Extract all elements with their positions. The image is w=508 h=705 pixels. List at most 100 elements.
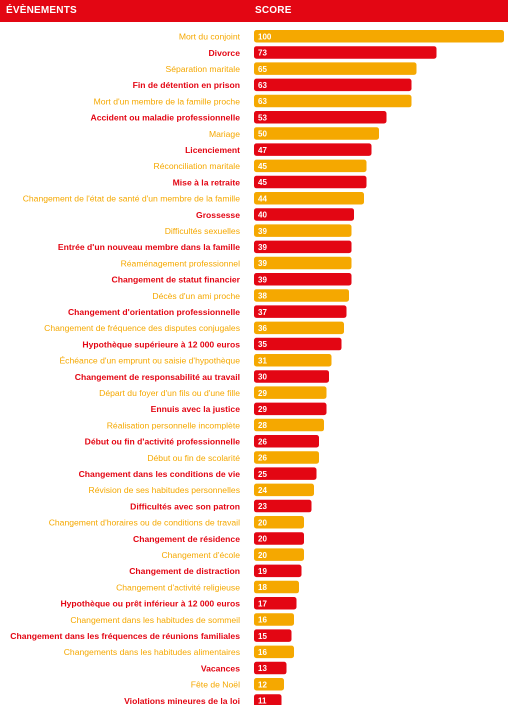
value-label: 24	[258, 486, 267, 495]
category-label: Violations mineures de la loi	[124, 696, 240, 705]
value-label: 20	[258, 551, 267, 560]
bar-row: Début ou fin d'activité professionnelle 2…	[85, 435, 319, 448]
value-label: 19	[258, 567, 267, 576]
value-label: 15	[258, 632, 267, 641]
value-label: 36	[258, 324, 267, 333]
category-label: Réalisation personnelle incomplète	[107, 420, 241, 430]
category-label: Réaménagement professionnel	[121, 258, 241, 268]
bar-row: Changement de distraction 19	[129, 564, 302, 578]
bar-row: Difficultés sexuelles 39	[165, 224, 352, 237]
category-label: Difficultés avec son patron	[130, 501, 240, 511]
value-label: 29	[258, 389, 267, 398]
value-label: 63	[258, 81, 267, 90]
bar-row: Fin de détention en prison 63	[133, 78, 412, 92]
value-label: 35	[258, 340, 267, 349]
events-column-header: ÉVÈNEMENTS	[6, 5, 77, 16]
category-label: Mariage	[209, 129, 240, 139]
bar-row: Échéance d'un emprunt ou saisie d'hypoth…	[59, 354, 332, 367]
bar	[254, 94, 412, 108]
value-label: 53	[258, 113, 267, 122]
bar	[254, 564, 302, 578]
bar	[254, 499, 312, 513]
bar-row: Changement de responsabilité au travail 3…	[75, 370, 329, 383]
bar	[254, 159, 367, 173]
bar	[254, 256, 352, 270]
value-label: 40	[258, 211, 267, 220]
bar-row: Réaménagement professionnel 39	[121, 256, 352, 270]
bar	[254, 613, 294, 626]
bar	[254, 30, 504, 43]
bar-row: Changement de résidence 20	[133, 532, 304, 545]
bar	[254, 46, 437, 59]
category-label: Grossesse	[196, 210, 240, 220]
bar-row: Changement d'activité religieuse 18	[116, 580, 299, 594]
bar	[254, 451, 319, 464]
bar	[254, 548, 304, 561]
bar	[254, 370, 329, 383]
category-label: Ennuis avec la justice	[151, 404, 241, 414]
bar	[254, 580, 299, 594]
value-label: 26	[258, 454, 267, 463]
category-label: Mise à la retraite	[173, 177, 241, 187]
value-label: 25	[258, 470, 267, 479]
category-label: Changement de responsabilité au travail	[75, 372, 240, 382]
bar-row: Décès d'un ami proche 38	[152, 289, 349, 302]
bar-row: Ennuis avec la justice 29	[151, 402, 327, 416]
bar-row: Difficultés avec son patron 23	[130, 499, 312, 513]
bar-row: Changement dans les habitudes de sommeil…	[70, 613, 294, 626]
category-label: Changement de fréquence des disputes con…	[44, 323, 240, 333]
category-label: Mort d'un membre de la famille proche	[94, 96, 241, 106]
value-label: 50	[258, 130, 267, 139]
bar-row: Révision de ses habitudes personnelles 24	[89, 483, 314, 497]
category-label: Départ du foyer d'un fils ou d'une fille	[99, 388, 240, 398]
value-label: 26	[258, 437, 267, 446]
category-label: Changement dans les habitudes de sommeil	[70, 615, 240, 625]
bar-row: Changements dans les habitudes alimentai…	[64, 645, 294, 659]
header-bar: ÉVÈNEMENTS SCORE	[0, 0, 508, 22]
bar	[254, 483, 314, 497]
bar	[254, 305, 347, 318]
bar-row: Mariage 50	[209, 127, 379, 140]
category-label: Changement d'activité religieuse	[116, 582, 240, 592]
category-label: Réconciliation maritale	[154, 161, 241, 171]
category-label: Difficultés sexuelles	[165, 226, 240, 236]
value-label: 28	[258, 421, 267, 430]
bar-row: Violations mineures de la loi 11	[124, 694, 282, 705]
value-label: 39	[258, 259, 267, 268]
bar	[254, 143, 372, 156]
value-label: 29	[258, 405, 267, 414]
bar	[254, 386, 327, 399]
bar	[254, 78, 412, 92]
category-label: Hypothèque ou prêt inférieur à 12 000 eu…	[60, 599, 240, 609]
value-label: 65	[258, 65, 267, 74]
category-label: Décès d'un ami proche	[152, 291, 240, 301]
category-label: Séparation maritale	[165, 64, 240, 74]
category-label: Licenciement	[185, 145, 240, 155]
bar-row: Licenciement 47	[185, 143, 372, 156]
value-label: 39	[258, 243, 267, 252]
bar-row: Divorce 73	[208, 46, 437, 59]
value-label: 38	[258, 292, 267, 301]
value-label: 18	[258, 583, 267, 592]
score-column-header: SCORE	[255, 5, 292, 16]
bar-row: Changement dans les conditions de vie 25	[79, 467, 317, 480]
value-label: 23	[258, 502, 267, 511]
bar-row: Fête de Noël 12	[191, 678, 284, 691]
category-label: Début ou fin de scolarité	[147, 453, 240, 463]
value-label: 37	[258, 308, 267, 317]
value-label: 39	[258, 275, 267, 284]
value-label: 30	[258, 373, 267, 382]
category-label: Fin de détention en prison	[133, 80, 240, 90]
value-label: 47	[258, 146, 267, 155]
bar-row: Mort du conjoint 100	[179, 30, 504, 43]
bar-row: Accident ou maladie professionnelle 53	[91, 111, 387, 124]
category-label: Changement de résidence	[133, 534, 240, 544]
bar-row: Entrée d'un nouveau membre dans la famil…	[58, 240, 352, 254]
value-label: 45	[258, 178, 267, 187]
bar	[254, 321, 344, 335]
category-label: Changement d'horaires ou de conditions d…	[49, 518, 240, 528]
value-label: 20	[258, 535, 267, 544]
bar-row: Réconciliation maritale 45	[154, 159, 367, 173]
bar-row: Séparation maritale 65	[165, 62, 417, 75]
category-label: Divorce	[208, 48, 240, 58]
